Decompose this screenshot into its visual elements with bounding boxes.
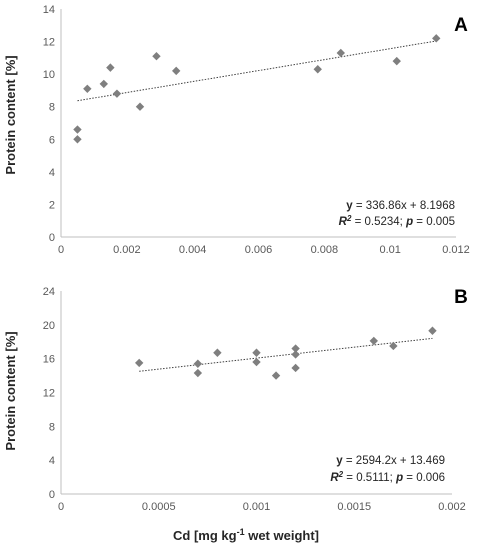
panel-a-x-tick-0: 0 [58,244,64,256]
panel-a-p-value: = 0.005 [413,216,455,228]
panel-b-r2-sup: 2 [338,470,344,479]
panel-a-axes [60,9,456,238]
panel-b-x-tick-0p001: 0.001 [243,501,271,513]
panel-a-r2-line: R2 = 0.5234; p = 0.005 [339,214,455,228]
panel-a-data-point-11 [336,48,345,58]
panel-a-label: A [454,15,468,36]
panel-a-r2-sup: 2 [346,214,352,223]
panel-b-data-point-1 [135,358,144,368]
panel-b-data-point-6 [252,357,261,367]
panel-a-x-tick-0p008: 0.008 [311,244,339,256]
panel-a-y-tick-12: 12 [43,37,55,49]
panel-a-data-point-5 [106,63,115,72]
panel-b-r2-label: R [330,472,339,484]
panel-a-eq-y: y [346,200,353,212]
panel-a-data-point-7 [135,102,145,111]
panel-b-data-point-11 [369,336,378,346]
panel-a-data-point-3 [83,84,92,93]
panel-a-points [73,34,441,144]
panel-b-p-label: p [395,472,403,484]
panel-b-y-tick-8: 8 [49,421,55,433]
panel-a: 0 2 4 6 8 10 12 14 0 0.002 0.004 0.006 0.008 0.01 0.0… [3,4,470,256]
panel-b-x-label-main: Cd [mg kg [173,528,237,543]
panel-b-x-label-rest: wet weight] [245,528,319,543]
panel-a-data-point-4 [99,79,108,89]
panel-b-data-point-9 [291,350,300,359]
panel-b-r2-line: R2 = 0.5111; p = 0.006 [330,470,445,484]
panel-b-data-point-8 [291,344,300,353]
panel-b-x-label-sup: -1 [237,527,245,537]
panel-b-p-value: = 0.006 [403,472,445,484]
panel-b-x-ticks: 0 0.0005 0.001 0.0015 0.002 [58,501,466,513]
panel-a-r2-label: R [339,216,348,228]
panel-b-y-tick-20: 20 [43,320,55,332]
panel-b-y-tick-16: 16 [43,354,55,366]
panel-a-equation-line: y = 336.86x + 8.1968 [346,200,455,212]
panel-b-x-tick-0p002: 0.002 [438,501,466,513]
panel-b-axes [60,291,452,495]
panel-b-trendline [139,337,433,372]
panel-a-y-tick-10: 10 [43,69,55,81]
panel-a-data-point-13 [432,34,441,43]
panel-a-x-tick-0p01: 0.01 [379,244,400,256]
panel-b-r2-value: = 0.5111; [343,472,396,484]
panel-a-y-tick-8: 8 [49,102,55,114]
panel-a-x-tick-0p012: 0.012 [442,244,470,256]
panel-a-y-tick-14: 14 [43,4,55,16]
panel-a-data-point-8 [152,52,161,61]
panel-b-data-point-13 [428,326,437,335]
panel-a-data-point-2 [73,135,82,144]
panel-a-y-tick-0: 0 [49,232,55,244]
panel-a-x-tick-0p006: 0.006 [245,244,273,256]
panel-a-data-point-10 [313,65,322,74]
panel-b: 0 4 8 12 16 20 24 0 0.0005 0.001 0.0015 0.002 Prot… [3,286,468,543]
panel-a-data-point-6 [112,89,122,98]
panel-a-data-point-9 [172,66,181,76]
panel-b-data-point-12 [389,341,398,351]
panel-b-data-point-4 [213,348,222,357]
panel-b-data-point-10 [291,363,300,373]
panel-a-linear-fit-line [77,40,437,102]
panel-b-data-point-7 [271,371,281,380]
panel-b-points [135,326,437,380]
panel-b-equation-line: y = 2594.2x + 13.469 [336,455,445,467]
panel-a-y-tick-2: 2 [49,199,55,211]
panel-b-x-tick-0: 0 [58,501,64,513]
panel-b-data-point-5 [252,348,261,357]
panel-a-y-tick-6: 6 [49,134,55,146]
panel-b-eq-y: y [336,455,343,467]
panel-b-linear-fit-line [139,337,433,372]
panel-b-data-point-3 [193,368,203,378]
panel-a-data-point-1 [73,125,82,134]
panel-a-data-point-12 [392,56,401,66]
panel-a-r2-value: = 0.5234; [351,216,406,228]
panel-a-p-label: p [405,216,413,228]
panel-b-label: B [454,287,468,308]
panel-b-y-tick-0: 0 [49,489,55,501]
panel-b-x-axis-label: Cd [mg kg-1 wet weight] [173,527,319,543]
panel-b-y-tick-24: 24 [43,286,55,298]
panel-b-y-tick-4: 4 [49,455,55,467]
panel-b-x-tick-0p0005: 0.0005 [142,501,176,513]
panel-b-y-axis-label: Protein content [%] [3,331,18,450]
panel-b-eq-value: = 2594.2x + 13.469 [343,455,445,467]
panel-a-eq-value: = 336.86x + 8.1968 [353,200,455,212]
panel-a-y-tick-4: 4 [49,167,55,179]
panel-b-y-ticks: 0 4 8 12 16 20 24 [43,286,55,501]
panel-a-x-tick-0p004: 0.004 [179,244,207,256]
panel-b-data-point-2 [193,359,203,368]
panel-a-trendline [77,40,437,102]
panel-b-x-tick-0p0015: 0.0015 [337,501,371,513]
panel-a-y-axis-label: Protein content [%] [3,55,18,174]
panel-a-y-ticks: 0 2 4 6 8 10 12 14 [43,4,55,244]
panel-a-x-ticks: 0 0.002 0.004 0.006 0.008 0.01 0.012 [58,244,470,256]
panel-b-y-tick-12: 12 [43,388,55,400]
panel-a-x-tick-0p002: 0.002 [113,244,141,256]
